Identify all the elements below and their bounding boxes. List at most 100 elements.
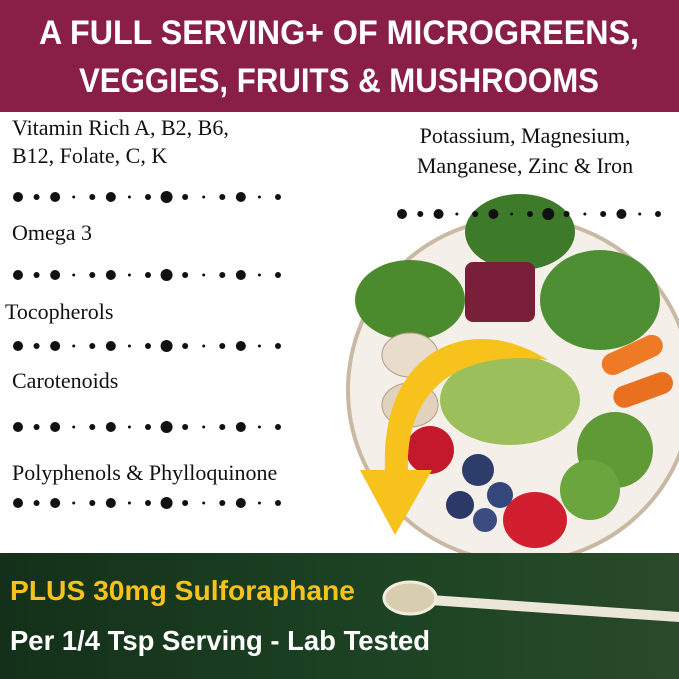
dot bbox=[89, 194, 96, 200]
dot bbox=[13, 498, 23, 508]
dot bbox=[145, 500, 151, 506]
dot bbox=[72, 273, 76, 277]
dot bbox=[89, 500, 96, 506]
dot bbox=[542, 208, 555, 220]
dot bbox=[257, 273, 261, 277]
nutrient-label: Carotenoids bbox=[12, 368, 118, 393]
dot bbox=[488, 209, 499, 219]
dot bbox=[472, 211, 479, 217]
dot bbox=[275, 500, 281, 506]
dot bbox=[160, 269, 173, 281]
text-layer: A FULL SERVING+ OF MICROGREENS, VEGGIES,… bbox=[10, 14, 639, 656]
dot bbox=[397, 209, 407, 219]
dot-divider bbox=[13, 497, 281, 509]
dot bbox=[202, 425, 206, 429]
nutrient-label: Tocopherols bbox=[5, 299, 113, 324]
dot-divider bbox=[13, 191, 281, 203]
nutrient-label: Polyphenols & Phylloquinone bbox=[12, 460, 277, 485]
dot-divider bbox=[397, 208, 661, 220]
dot bbox=[105, 422, 116, 432]
dot bbox=[219, 343, 226, 349]
nutrient-label: B12, Folate, C, K bbox=[12, 143, 167, 168]
dot bbox=[583, 212, 587, 216]
dot bbox=[145, 272, 151, 278]
dot bbox=[235, 422, 246, 432]
dot bbox=[127, 425, 131, 429]
dot bbox=[33, 343, 40, 349]
header-band bbox=[0, 0, 679, 112]
dot bbox=[50, 192, 61, 202]
dot bbox=[563, 211, 570, 217]
dot bbox=[275, 424, 281, 430]
dot bbox=[202, 344, 206, 348]
header-title-line: VEGGIES, FRUITS & MUSHROOMS bbox=[79, 62, 599, 100]
dot bbox=[33, 272, 40, 278]
dot bbox=[13, 192, 23, 202]
dot bbox=[616, 209, 627, 219]
dot bbox=[275, 272, 281, 278]
dot bbox=[50, 498, 61, 508]
dot bbox=[257, 501, 261, 505]
header-title-line: A FULL SERVING+ OF MICROGREENS, bbox=[39, 14, 639, 52]
dot bbox=[50, 341, 61, 351]
dot bbox=[105, 270, 116, 280]
dot bbox=[13, 341, 23, 351]
dot bbox=[105, 341, 116, 351]
dot bbox=[275, 194, 281, 200]
dot bbox=[182, 424, 189, 430]
dot bbox=[160, 191, 173, 203]
dot bbox=[13, 270, 23, 280]
bowl-illustration bbox=[346, 194, 679, 553]
dot bbox=[89, 272, 96, 278]
nutrient-label: Manganese, Zinc & Iron bbox=[417, 153, 633, 178]
footer-band bbox=[0, 553, 679, 679]
dot bbox=[600, 211, 607, 217]
footer-subline: Per 1/4 Tsp Serving - Lab Tested bbox=[10, 625, 430, 656]
dot bbox=[105, 192, 116, 202]
dot bbox=[655, 211, 661, 217]
dot bbox=[257, 195, 261, 199]
dot bbox=[235, 498, 246, 508]
dot bbox=[72, 425, 76, 429]
footer-headline: PLUS 30mg Sulforaphane bbox=[10, 575, 355, 606]
dot bbox=[160, 421, 173, 433]
dot bbox=[127, 273, 131, 277]
dot bbox=[219, 272, 226, 278]
dot bbox=[33, 424, 40, 430]
nutrient-label: Vitamin Rich A, B2, B6, bbox=[12, 115, 229, 140]
yellow-arrow bbox=[360, 338, 548, 535]
dot bbox=[127, 195, 131, 199]
dot bbox=[275, 343, 281, 349]
dot bbox=[182, 343, 189, 349]
dot bbox=[182, 272, 189, 278]
dot bbox=[105, 498, 116, 508]
nutrient-label: Potassium, Magnesium, bbox=[420, 123, 631, 148]
dot bbox=[235, 270, 246, 280]
dot bbox=[433, 209, 444, 219]
dot bbox=[72, 344, 76, 348]
dot bbox=[127, 344, 131, 348]
dot bbox=[160, 340, 173, 352]
dot bbox=[13, 422, 23, 432]
dot bbox=[33, 194, 40, 200]
dot bbox=[638, 212, 642, 216]
dot bbox=[50, 422, 61, 432]
dot bbox=[72, 195, 76, 199]
dot bbox=[145, 424, 151, 430]
dot bbox=[235, 341, 246, 351]
dot bbox=[202, 195, 206, 199]
dot bbox=[235, 192, 246, 202]
dot bbox=[50, 270, 61, 280]
dot bbox=[72, 501, 76, 505]
dot bbox=[33, 500, 40, 506]
dot bbox=[127, 501, 131, 505]
dot bbox=[202, 273, 206, 277]
dot bbox=[455, 212, 459, 216]
dot bbox=[89, 343, 96, 349]
dot bbox=[527, 211, 533, 217]
dot bbox=[257, 344, 261, 348]
dot bbox=[257, 425, 261, 429]
dot bbox=[145, 343, 151, 349]
dot bbox=[219, 500, 226, 506]
